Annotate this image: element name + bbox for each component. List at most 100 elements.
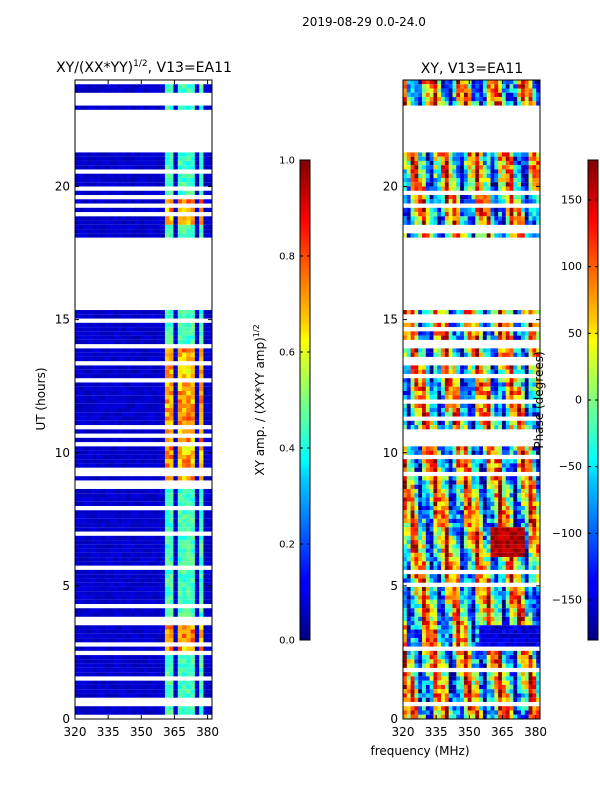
heatmap-row: [75, 177, 213, 183]
heatmap-cell: [96, 207, 101, 213]
heatmap-cell: [517, 212, 522, 217]
heatmap-cell: [173, 463, 179, 468]
heatmap-cell: [182, 177, 187, 183]
heatmap-cell: [126, 454, 131, 460]
heatmap-cell: [87, 310, 93, 315]
heatmap-cell: [422, 497, 427, 502]
heatmap-cell: [104, 429, 110, 434]
heatmap-cell: [100, 233, 106, 238]
heatmap-cell: [92, 527, 97, 532]
heatmap-cell: [414, 420, 419, 426]
heatmap-cell: [152, 599, 157, 604]
heatmap-cell: [92, 429, 97, 434]
heatmap-cell: [160, 578, 166, 583]
heatmap-cell: [456, 480, 461, 485]
heatmap-cell: [177, 595, 183, 600]
heatmap-cell: [422, 186, 427, 191]
heatmap-cell: [75, 693, 80, 698]
heatmap-cell: [182, 463, 187, 468]
heatmap-cell: [509, 480, 514, 485]
heatmap-cell: [471, 310, 476, 315]
heatmap-cell: [139, 518, 144, 524]
heatmap-cell: [186, 638, 191, 643]
heatmap-row: [403, 467, 541, 472]
heatmap-cell: [406, 476, 411, 481]
heatmap-cell: [164, 638, 170, 643]
heatmap-cell: [463, 420, 468, 426]
heatmap-cell: [139, 420, 144, 426]
heatmap-cell: [147, 373, 153, 379]
heatmap-cell: [92, 523, 97, 528]
heatmap-cell: [475, 369, 480, 374]
heatmap-cell: [441, 212, 446, 217]
heatmap-cell: [147, 476, 153, 481]
heatmap-cell: [100, 152, 106, 157]
heatmap-cell: [182, 586, 187, 592]
heatmap-cell: [486, 403, 491, 409]
heatmap-cell: [147, 327, 153, 332]
heatmap-cell: [190, 625, 196, 630]
heatmap-cell: [152, 548, 157, 553]
heatmap-cell: [199, 182, 204, 187]
heatmap-cell: [203, 395, 209, 400]
heatmap-cell: [517, 310, 522, 315]
heatmap-cell: [452, 97, 457, 102]
heatmap-cell: [177, 663, 183, 668]
heatmap-cell: [152, 182, 157, 187]
heatmap-cell: [164, 160, 170, 166]
heatmap-cell: [147, 493, 153, 498]
heatmap-cell: [169, 497, 174, 502]
heatmap-cell: [109, 420, 114, 426]
heatmap-cell: [130, 182, 136, 187]
heatmap-cell: [117, 540, 123, 545]
heatmap-cell: [190, 569, 196, 575]
heatmap-cell: [143, 369, 149, 374]
heatmap-cell: [456, 169, 461, 174]
heatmap-cell: [160, 586, 166, 592]
heatmap-cell: [482, 186, 488, 191]
heatmap-cell: [414, 207, 419, 213]
heatmap-cell: [433, 369, 438, 374]
heatmap-cell: [448, 488, 453, 494]
heatmap-cell: [482, 493, 488, 498]
heatmap-cell: [490, 382, 495, 387]
heatmap-cell: [96, 408, 101, 413]
heatmap-cell: [130, 339, 136, 345]
heatmap-cell: [83, 314, 89, 319]
heatmap-cell: [429, 101, 434, 106]
heatmap-cell: [169, 156, 174, 161]
heatmap-cell: [199, 595, 204, 600]
heatmap-cell: [194, 331, 200, 336]
heatmap-cell: [173, 586, 179, 592]
heatmap-cell: [117, 548, 123, 553]
heatmap-cell: [406, 84, 411, 89]
heatmap-cell: [83, 348, 89, 353]
heatmap-cell: [494, 186, 499, 191]
heatmap-cell: [79, 395, 84, 400]
heatmap-cell: [169, 710, 174, 715]
heatmap-cell: [117, 352, 123, 357]
heatmap-cell: [152, 544, 157, 549]
heatmap-cell: [207, 403, 213, 409]
heatmap-cell: [524, 335, 529, 340]
heatmap-cell: [186, 382, 191, 387]
heatmap-cell: [156, 450, 161, 455]
heatmap-cell: [490, 476, 495, 481]
heatmap-cell: [429, 212, 434, 217]
heatmap-cell: [486, 378, 491, 383]
heatmap-cell: [182, 510, 187, 515]
heatmap-cell: [437, 216, 442, 221]
heatmap-cell: [460, 199, 465, 204]
heatmap-cell: [122, 510, 127, 515]
heatmap-cell: [186, 599, 191, 604]
heatmap-cell: [422, 488, 427, 494]
heatmap-cell: [126, 463, 131, 468]
heatmap-cell: [87, 386, 93, 391]
heatmap-cell: [509, 92, 514, 98]
heatmap-cell: [486, 88, 491, 93]
heatmap-cell: [122, 156, 127, 161]
heatmap-cell: [75, 544, 80, 549]
heatmap-cell: [143, 586, 149, 592]
heatmap-cell: [182, 672, 187, 677]
heatmap-cell: [203, 608, 209, 613]
